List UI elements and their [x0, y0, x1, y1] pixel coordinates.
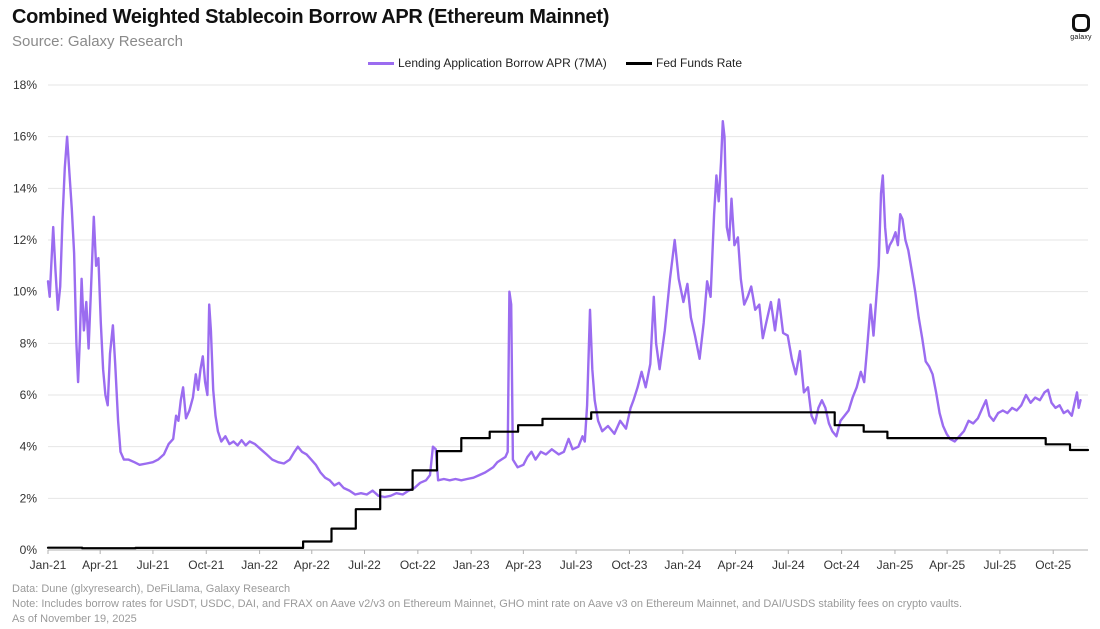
x-tick-label: Jul-23 — [560, 558, 593, 572]
y-tick-label: 6% — [20, 388, 38, 402]
x-tick-label: Jul-25 — [984, 558, 1017, 572]
x-tick-label: Jan-21 — [30, 558, 67, 572]
legend-item-fed-funds: Fed Funds Rate — [626, 55, 742, 71]
y-tick-label: 2% — [20, 491, 38, 505]
x-tick-label: Apr-23 — [505, 558, 541, 572]
y-tick-label: 4% — [20, 440, 38, 454]
y-tick-label: 10% — [13, 285, 37, 299]
x-tick-label: Apr-21 — [82, 558, 118, 572]
x-tick-label: Jan-25 — [877, 558, 914, 572]
x-tick-label: Jul-22 — [348, 558, 381, 572]
x-tick-label: Jan-22 — [241, 558, 278, 572]
y-tick-label: 8% — [20, 336, 38, 350]
footnote-data-source: Data: Dune (glxyresearch), DeFiLlama, Ga… — [12, 583, 291, 595]
x-tick-label: Jul-21 — [137, 558, 170, 572]
y-tick-label: 16% — [13, 130, 37, 144]
x-tick-label: Oct-23 — [611, 558, 647, 572]
y-tick-label: 18% — [13, 78, 37, 92]
x-tick-label: Oct-24 — [824, 558, 860, 572]
x-tick-label: Apr-25 — [929, 558, 965, 572]
legend-label-borrow-apr: Lending Application Borrow APR (7MA) — [398, 56, 607, 70]
x-tick-label: Jul-24 — [772, 558, 805, 572]
x-tick-label: Oct-22 — [400, 558, 436, 572]
x-tick-label: Oct-21 — [188, 558, 224, 572]
legend-swatch-borrow-apr — [368, 61, 394, 65]
y-tick-label: 0% — [20, 543, 38, 557]
chart-subtitle: Source: Galaxy Research — [12, 33, 183, 50]
chart-legend: Lending Application Borrow APR (7MA) Fed… — [0, 55, 1100, 71]
y-tick-label: 14% — [13, 181, 37, 195]
footnote-note: Note: Includes borrow rates for USDT, US… — [12, 598, 963, 610]
x-tick-label: Apr-24 — [718, 558, 754, 572]
galaxy-logo: galaxy — [1064, 14, 1098, 50]
series-line-borrow-apr — [46, 120, 1082, 499]
chart-title: Combined Weighted Stablecoin Borrow APR … — [12, 6, 610, 28]
x-tick-label: Jan-23 — [453, 558, 490, 572]
x-tick-label: Oct-25 — [1035, 558, 1071, 572]
galaxy-logo-text: galaxy — [1070, 34, 1092, 41]
series-line-fed-funds — [46, 411, 1090, 550]
legend-swatch-fed-funds — [626, 61, 652, 65]
legend-label-fed-funds: Fed Funds Rate — [656, 56, 743, 70]
y-tick-label: 12% — [13, 233, 37, 247]
footnote-as-of: As of November 19, 2025 — [12, 613, 137, 625]
x-tick-label: Jan-24 — [664, 558, 701, 572]
legend-item-borrow-apr: Lending Application Borrow APR (7MA) — [368, 55, 607, 71]
x-tick-label: Apr-22 — [294, 558, 330, 572]
galaxy-logo-icon — [1072, 14, 1090, 32]
